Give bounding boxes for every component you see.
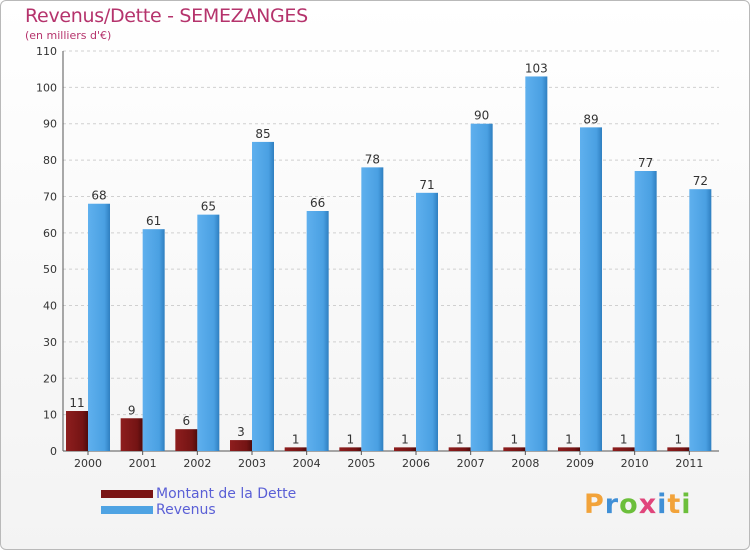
bar-debt (339, 447, 362, 451)
y-tick-label: 100 (36, 81, 57, 94)
x-tick-label: 2003 (238, 457, 266, 470)
bar-revenue (88, 203, 110, 451)
chart-subtitle: (en milliers d'€) (25, 29, 112, 42)
y-tick-label: 80 (43, 154, 57, 167)
x-tick-label: 2001 (129, 457, 157, 470)
value-label: 68 (91, 189, 106, 203)
chart-title: Revenus/Dette - SEMEZANGES (25, 5, 308, 27)
value-label: 78 (365, 152, 380, 166)
proxiti-logo: Proxiti (584, 489, 692, 520)
bar-debt (503, 447, 526, 451)
value-label: 90 (474, 109, 489, 123)
bar-debt (448, 447, 471, 451)
value-label: 1 (401, 432, 409, 446)
x-tick-label: 2009 (566, 457, 594, 470)
logo-letter: x (638, 489, 658, 520)
value-label: 6 (183, 414, 191, 428)
bar-debt (667, 447, 690, 451)
bar-revenue (306, 211, 329, 451)
logo-letter: r (604, 489, 620, 520)
logo-letter: i (681, 489, 692, 520)
x-tick-label: 2006 (402, 457, 430, 470)
x-tick-label: 2004 (293, 457, 321, 470)
bar-revenue (416, 192, 438, 451)
bar-revenue (197, 214, 220, 451)
y-tick-label: 50 (43, 263, 57, 276)
value-label: 66 (310, 196, 325, 210)
y-tick-label: 70 (43, 190, 57, 203)
value-label: 11 (69, 396, 84, 410)
bar-debt (230, 440, 252, 451)
legend-swatch-revenue (101, 506, 153, 514)
y-tick-label: 110 (36, 45, 57, 58)
bar-revenue (361, 167, 384, 451)
value-label: 1 (292, 432, 300, 446)
logo-letter: i (657, 489, 668, 520)
logo-letter: o (619, 489, 639, 520)
value-label: 103 (525, 61, 548, 75)
bar-revenue (142, 229, 165, 451)
value-label: 89 (583, 112, 598, 126)
bar-debt (284, 447, 307, 451)
bar-revenue (580, 127, 602, 451)
bar-debt (175, 429, 198, 451)
value-label: 72 (693, 174, 708, 188)
bar-debt (394, 447, 416, 451)
bar-debt (66, 411, 88, 451)
value-label: 1 (675, 432, 683, 446)
value-label: 1 (565, 432, 573, 446)
logo-letter: t (667, 489, 682, 520)
y-tick-label: 40 (43, 300, 57, 313)
bar-revenue (252, 141, 274, 451)
bar-debt (612, 447, 635, 451)
y-tick-label: 20 (43, 372, 57, 385)
value-label: 61 (146, 214, 161, 228)
logo-letter: P (584, 489, 605, 520)
x-tick-label: 2011 (675, 457, 703, 470)
bar-revenue (689, 189, 712, 451)
legend-label-debt: Montant de la Dette (156, 486, 297, 502)
y-tick-label: 30 (43, 336, 57, 349)
value-label: 1 (456, 432, 464, 446)
value-label: 71 (419, 178, 434, 192)
x-tick-label: 2010 (621, 457, 649, 470)
value-label: 1 (620, 432, 628, 446)
value-label: 9 (128, 403, 136, 417)
legend-swatch-debt (101, 490, 153, 498)
value-label: 65 (201, 200, 216, 214)
value-label: 1 (347, 432, 355, 446)
value-label: 77 (638, 156, 653, 170)
y-tick-label: 0 (50, 445, 57, 458)
bar-revenue (525, 76, 548, 452)
x-tick-label: 2000 (74, 457, 102, 470)
y-tick-label: 60 (43, 227, 57, 240)
bar-revenue (470, 123, 493, 452)
y-tick-label: 10 (43, 409, 57, 422)
value-label: 1 (511, 432, 519, 446)
bar-debt (120, 418, 143, 451)
bar-debt (558, 447, 580, 451)
x-tick-label: 2008 (511, 457, 539, 470)
bar-chart: 0102030405060708090100110116820009612001… (36, 45, 719, 470)
bar-revenue (634, 171, 657, 451)
y-tick-label: 90 (43, 118, 57, 131)
x-tick-label: 2005 (347, 457, 375, 470)
value-label: 85 (255, 127, 270, 141)
x-tick-label: 2002 (183, 457, 211, 470)
legend-label-revenue: Revenus (156, 502, 216, 518)
x-tick-label: 2007 (457, 457, 485, 470)
value-label: 3 (237, 425, 245, 439)
